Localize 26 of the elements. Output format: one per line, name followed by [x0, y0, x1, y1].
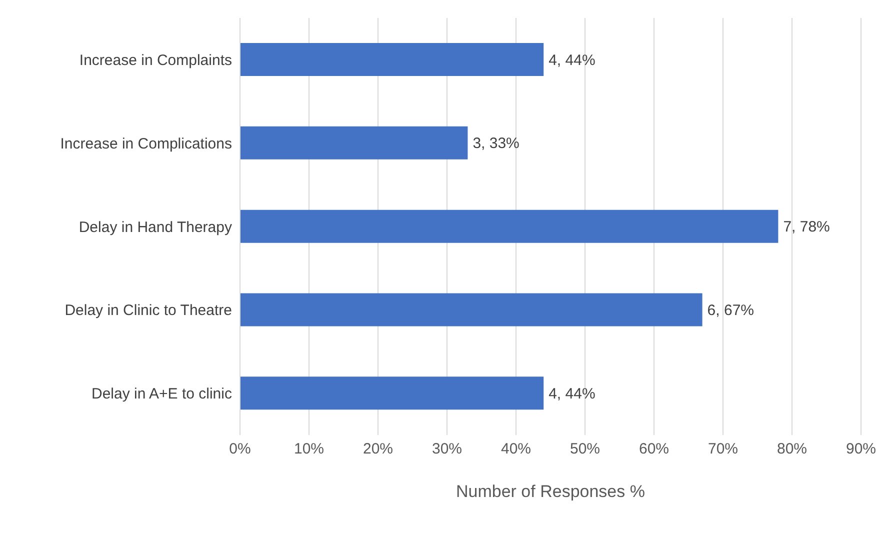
data-label: 7, 78%	[783, 218, 830, 236]
y-tick-label: Delay in A+E to clinic	[92, 386, 232, 403]
x-tick-label: 40%	[500, 440, 532, 458]
x-tick-label: 50%	[570, 440, 600, 458]
y-tick-label: Increase in Complaints	[79, 52, 232, 70]
x-axis-title: Number of Responses %	[456, 482, 645, 501]
bar	[240, 126, 468, 160]
data-label: 4, 44%	[548, 385, 596, 402]
data-label: 6, 67%	[707, 302, 754, 320]
x-tick-label: 10%	[294, 440, 324, 458]
x-tick-label: 80%	[776, 440, 808, 458]
x-tick-label: 90%	[846, 440, 876, 458]
bar	[240, 293, 702, 326]
y-tick-label: Delay in Hand Therapy	[78, 218, 232, 236]
x-tick-label: 30%	[432, 440, 462, 458]
data-label: 3, 33%	[472, 135, 520, 152]
x-tick-label: 0%	[229, 440, 251, 458]
bar	[240, 376, 544, 410]
bar	[240, 43, 544, 76]
x-tick-label: 20%	[362, 440, 394, 458]
x-tick-label: 60%	[638, 440, 670, 458]
x-tick-label: 70%	[708, 440, 738, 458]
data-label: 4, 44%	[548, 52, 596, 69]
y-tick-label: Increase in Complications	[60, 135, 232, 152]
bar	[240, 210, 778, 243]
y-tick-label: Delay in Clinic to Theatre	[64, 302, 232, 320]
